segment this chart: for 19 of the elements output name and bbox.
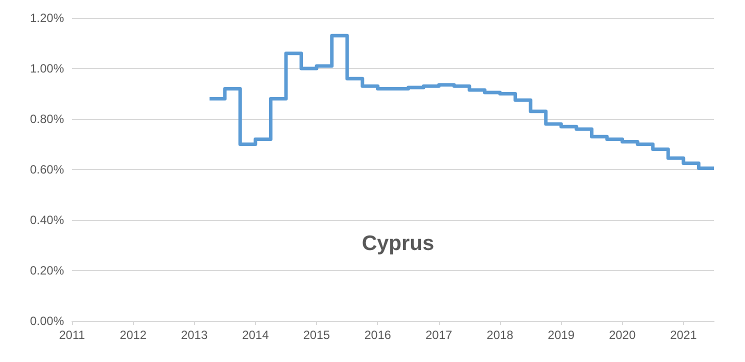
y-tick-label: 0.00% [30,314,64,328]
y-tick-label: 0.60% [30,162,64,176]
x-tick-label: 2021 [670,328,698,342]
x-tick-label: 2020 [608,328,636,342]
text: Cyprus [362,232,434,255]
x-tick-label: 2012 [120,328,147,342]
x-tick-label: 2019 [548,328,575,342]
x-tick-label: 2015 [303,328,330,342]
y-tick-label: 0.20% [30,264,64,278]
x-tick-label: 2017 [426,328,453,342]
y-tick-label: 0.40% [30,213,64,227]
y-tick-label: 0.80% [30,112,64,126]
x-tick-label: 2013 [180,328,208,342]
x-tick-label: 2018 [486,328,514,342]
y-tick-label: 1.00% [30,62,64,76]
x-tick-label: 2014 [242,328,270,342]
y-tick-label: 1.20% [30,11,64,25]
x-tick-label: 2011 [59,328,86,342]
x-tick-label: 2016 [364,328,392,342]
